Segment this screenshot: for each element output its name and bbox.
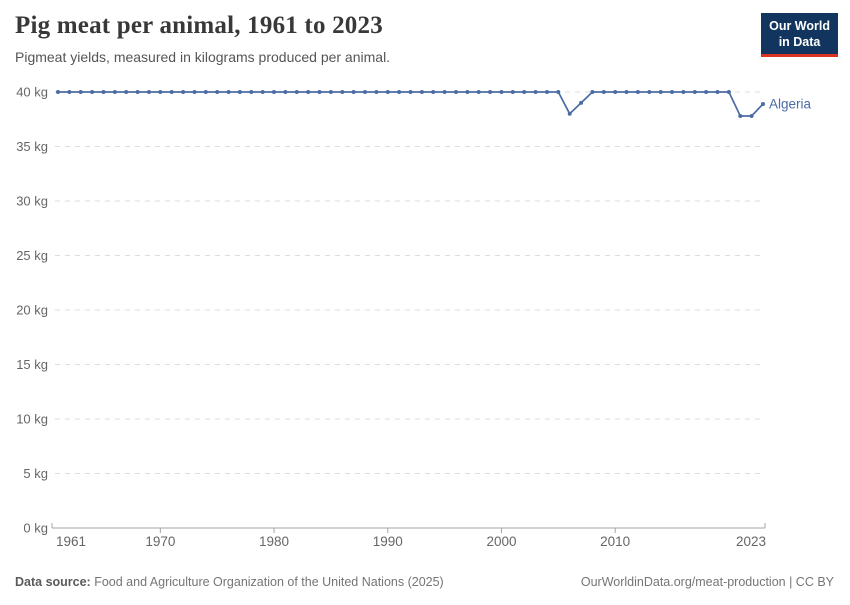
data-point[interactable] xyxy=(112,90,117,94)
data-point[interactable] xyxy=(545,90,549,94)
data-point[interactable] xyxy=(556,90,561,94)
data-point[interactable] xyxy=(533,90,538,94)
y-gridlines xyxy=(52,91,765,529)
chart-title: Pig meat per animal, 1961 to 2023 xyxy=(15,12,383,39)
chart-footer: Data source: Food and Agriculture Organi… xyxy=(15,575,834,589)
x-tick-label: 2000 xyxy=(486,534,516,549)
data-point[interactable] xyxy=(294,90,299,94)
chart-header: Pig meat per animal, 1961 to 2023 Pigmea… xyxy=(15,12,750,65)
y-tick-label: 35 kg xyxy=(16,139,48,154)
data-point[interactable] xyxy=(658,90,663,94)
data-point[interactable] xyxy=(215,90,220,94)
data-point[interactable] xyxy=(272,90,276,94)
data-point[interactable] xyxy=(317,90,322,94)
data-point[interactable] xyxy=(226,90,231,94)
data-point[interactable] xyxy=(181,90,186,94)
owid-url-license[interactable]: OurWorldinData.org/meat-production | CC … xyxy=(580,575,834,589)
series-algeria[interactable]: Algeria xyxy=(56,90,812,118)
y-tick-label: 25 kg xyxy=(16,248,48,263)
x-tick-label: 1970 xyxy=(145,534,175,549)
data-point[interactable] xyxy=(135,90,140,94)
data-point[interactable] xyxy=(692,90,697,94)
y-tick-label: 5 kg xyxy=(23,466,48,481)
data-point[interactable] xyxy=(419,90,424,94)
data-point[interactable] xyxy=(431,90,436,94)
data-point[interactable] xyxy=(78,90,83,94)
data-point[interactable] xyxy=(579,100,584,105)
data-point[interactable] xyxy=(499,90,504,94)
series-end-label[interactable]: Algeria xyxy=(769,96,812,111)
data-point[interactable] xyxy=(476,90,481,94)
data-point[interactable] xyxy=(465,90,470,94)
data-point[interactable] xyxy=(260,90,265,94)
data-point[interactable] xyxy=(363,90,367,94)
data-point[interactable] xyxy=(147,90,151,94)
data-point[interactable] xyxy=(738,114,743,118)
data-point[interactable] xyxy=(306,90,311,94)
x-tick-label: 2010 xyxy=(600,534,630,549)
data-point[interactable] xyxy=(613,90,618,94)
data-point[interactable] xyxy=(328,90,333,94)
owid-logo-line2: in Data xyxy=(778,35,821,49)
y-tick-label: 0 kg xyxy=(23,521,48,536)
data-source-text: Food and Agriculture Organization of the… xyxy=(90,575,444,589)
data-source-note: Data source: Food and Agriculture Organi… xyxy=(15,575,444,589)
data-point[interactable] xyxy=(158,90,163,94)
y-tick-label: 15 kg xyxy=(16,357,48,372)
data-point[interactable] xyxy=(681,90,686,94)
data-point[interactable] xyxy=(522,90,527,94)
x-tick-label: 1980 xyxy=(259,534,289,549)
owid-logo[interactable]: Our World in Data xyxy=(761,13,838,57)
data-point[interactable] xyxy=(385,90,390,94)
x-tick-label: 2023 xyxy=(736,534,766,549)
data-point[interactable] xyxy=(590,90,595,94)
data-point[interactable] xyxy=(715,90,720,94)
data-point[interactable] xyxy=(203,90,208,94)
data-point[interactable] xyxy=(749,114,754,118)
data-point[interactable] xyxy=(442,90,447,94)
data-point[interactable] xyxy=(283,90,288,94)
y-tick-label: 30 kg xyxy=(16,194,48,209)
data-point[interactable] xyxy=(761,102,765,106)
data-point[interactable] xyxy=(635,90,640,94)
data-point[interactable] xyxy=(624,90,629,94)
x-tick-label: 1990 xyxy=(373,534,403,549)
data-point[interactable] xyxy=(249,90,254,94)
data-point[interactable] xyxy=(56,90,60,94)
data-point[interactable] xyxy=(374,90,379,94)
y-tick-label: 40 kg xyxy=(16,85,48,100)
y-tick-label: 20 kg xyxy=(16,303,48,318)
data-point[interactable] xyxy=(704,90,709,94)
data-point[interactable] xyxy=(351,90,356,94)
data-point[interactable] xyxy=(726,90,731,94)
data-point[interactable] xyxy=(408,90,413,94)
x-tick-label: 1961 xyxy=(56,534,86,549)
data-point[interactable] xyxy=(169,90,174,94)
data-point[interactable] xyxy=(124,90,129,94)
y-axis-labels: 0 kg 5 kg 10 kg 15 kg 20 kg 25 kg 30 kg 35 kg 40… xyxy=(16,85,48,536)
data-point[interactable] xyxy=(567,111,572,116)
data-point[interactable] xyxy=(601,90,606,94)
data-point[interactable] xyxy=(454,90,458,94)
series-line[interactable] xyxy=(58,91,764,117)
data-point[interactable] xyxy=(510,90,515,94)
chart-subtitle: Pigmeat yields, measured in kilograms pr… xyxy=(15,49,391,65)
x-axis: 1961 1970 1980 1990 2000 2010 2023 xyxy=(51,523,766,549)
y-tick-label: 10 kg xyxy=(16,412,48,427)
data-point[interactable] xyxy=(237,90,242,94)
data-point[interactable] xyxy=(647,90,652,94)
data-point[interactable] xyxy=(101,90,106,94)
data-point[interactable] xyxy=(67,90,72,94)
data-source-label: Data source: xyxy=(15,575,91,589)
owid-logo-line1: Our World xyxy=(769,19,830,33)
data-point[interactable] xyxy=(192,90,197,94)
data-point[interactable] xyxy=(670,90,674,94)
data-point[interactable] xyxy=(488,90,493,94)
data-point[interactable] xyxy=(397,90,402,94)
data-point[interactable] xyxy=(340,90,345,94)
data-point[interactable] xyxy=(90,90,95,94)
